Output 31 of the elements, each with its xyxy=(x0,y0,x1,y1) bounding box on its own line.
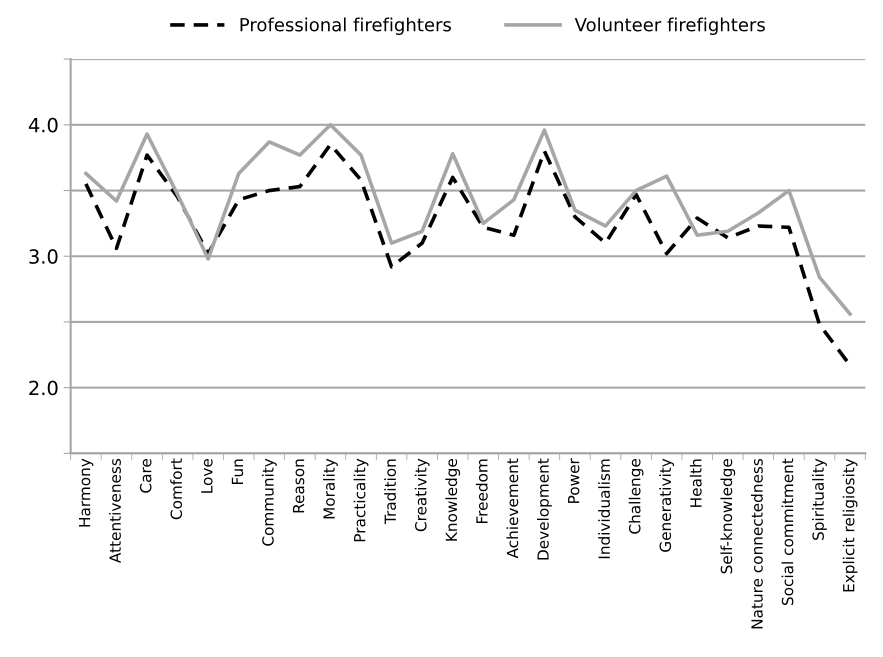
x-tick-label: Reason xyxy=(292,459,304,512)
x-tick-label: Self-knowledge xyxy=(720,459,736,574)
x-tick-label: Care xyxy=(140,459,152,493)
x-tick-label: Individualism xyxy=(598,459,610,558)
x-tick-label: Attentiveness xyxy=(109,458,121,563)
x-tick-label: Nature connectedness xyxy=(750,458,763,628)
y-tick-label: 3.0 xyxy=(29,249,58,264)
x-tick-label: Challenge xyxy=(628,459,644,534)
x-tick-label: Comfort xyxy=(170,458,182,520)
x-tick-label: Tradition xyxy=(384,459,396,524)
x-tick-label: Morality xyxy=(323,458,338,518)
legend-label: Professional firefighters xyxy=(240,18,451,35)
x-tick-label: Explicit religiosity xyxy=(842,458,858,592)
x-tick-label: Development xyxy=(537,458,552,560)
x-tick-label: Practicality xyxy=(354,458,368,542)
x-tick-label: Health xyxy=(690,459,702,507)
x-tick-label: Achievement xyxy=(506,458,518,558)
x-tick-label: Social commitment xyxy=(782,458,794,606)
x-tick-label: Spirituality xyxy=(812,458,827,540)
x-tick-label: Knowledge xyxy=(445,459,460,541)
legend-label: Volunteer firefighters xyxy=(574,18,765,35)
x-tick-label: Creativity xyxy=(414,458,430,532)
y-tick-label: 4.0 xyxy=(28,118,58,132)
x-tick-label: Freedom xyxy=(476,459,488,524)
y-tick-label: 2.0 xyxy=(29,380,58,396)
x-tick-label: Power xyxy=(568,458,580,503)
x-tick-label: Love xyxy=(201,459,213,493)
x-tick-label: Harmony xyxy=(79,458,94,527)
x-tick-label: Generativity xyxy=(659,458,674,552)
x-tick-label: Community xyxy=(262,458,277,546)
x-tick-label: Fun xyxy=(232,459,244,484)
